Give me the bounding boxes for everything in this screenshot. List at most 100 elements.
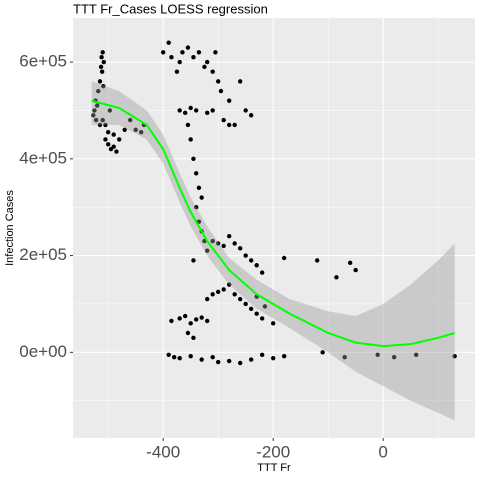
data-point [191, 258, 196, 263]
data-point [101, 84, 106, 89]
data-point [248, 357, 254, 362]
data-point [210, 292, 215, 297]
data-point [116, 137, 122, 142]
data-point [259, 352, 265, 357]
data-point [177, 355, 182, 361]
data-point [221, 287, 226, 292]
data-point [101, 59, 106, 65]
data-point [204, 59, 210, 65]
data-point [185, 122, 191, 128]
data-point [218, 88, 224, 94]
data-point [391, 354, 397, 360]
data-point [171, 354, 177, 360]
data-point [243, 253, 248, 258]
data-point [169, 318, 174, 324]
data-point [185, 45, 191, 50]
data-point [202, 64, 207, 70]
y-tick-label: 2e+05 [19, 245, 67, 264]
x-axis-label: TTT Fr [257, 462, 291, 474]
data-point [100, 117, 105, 123]
data-point [107, 108, 113, 113]
data-point [259, 316, 265, 321]
data-point [452, 354, 457, 359]
data-point [114, 149, 119, 154]
data-point [196, 185, 202, 191]
data-point [199, 195, 204, 200]
data-point [413, 352, 419, 357]
data-point [105, 142, 111, 147]
data-point [347, 260, 353, 266]
data-point [177, 59, 182, 65]
data-point [169, 54, 174, 60]
data-point [100, 50, 105, 55]
data-point [215, 289, 221, 295]
data-point [375, 352, 380, 357]
data-point [232, 122, 237, 128]
data-point [103, 137, 108, 142]
x-tick-label: -400 [146, 442, 180, 461]
data-point [199, 315, 204, 320]
confidence-band [91, 81, 455, 421]
data-point [215, 79, 221, 84]
data-point [94, 103, 100, 108]
data-point [248, 258, 254, 263]
y-tick-label: 0e+00 [19, 342, 67, 361]
data-point [215, 359, 221, 365]
data-point [191, 54, 196, 60]
data-point [226, 98, 232, 103]
data-point [226, 122, 232, 128]
data-point [111, 132, 116, 137]
data-point [353, 267, 358, 273]
data-point [193, 317, 199, 322]
data-point [232, 241, 237, 246]
data-point [281, 255, 287, 261]
data-point [262, 304, 268, 309]
data-point [99, 69, 105, 74]
data-point [166, 352, 171, 357]
data-point [93, 117, 99, 123]
y-axis-label: Infection Cases [4, 190, 16, 266]
loess-line [91, 99, 455, 348]
chart-title: TTT Fr_Cases LOESS regression [73, 1, 268, 16]
data-point [210, 108, 215, 113]
data-point [188, 105, 193, 111]
data-point [96, 88, 101, 94]
data-point [105, 129, 111, 135]
x-tick-label: -200 [256, 442, 290, 461]
data-point [97, 122, 103, 128]
data-point [221, 117, 226, 123]
data-point [166, 40, 171, 45]
plot-panel [73, 18, 475, 438]
data-point [191, 156, 196, 162]
y-tick-label: 4e+05 [19, 148, 67, 167]
data-point [92, 108, 97, 113]
data-point [270, 321, 276, 326]
data-point [270, 355, 276, 361]
data-point [281, 354, 287, 359]
data-point [182, 313, 188, 319]
data-point [210, 69, 215, 74]
data-point [160, 50, 166, 55]
data-point [226, 358, 232, 364]
data-point [320, 350, 325, 355]
data-point [204, 248, 210, 253]
data-point [221, 243, 226, 249]
data-point [91, 113, 96, 118]
data-point [243, 301, 248, 307]
data-point [191, 335, 196, 341]
data-point [177, 108, 182, 113]
data-point [177, 316, 182, 321]
data-point [174, 69, 180, 74]
data-point [97, 79, 103, 84]
data-point [254, 311, 259, 316]
data-point [111, 144, 116, 149]
data-point [232, 292, 237, 297]
data-point [259, 270, 265, 275]
data-point [204, 318, 210, 324]
y-tick-label: 6e+05 [19, 52, 67, 71]
data-point [314, 258, 320, 263]
data-point [248, 306, 254, 312]
data-point [199, 357, 204, 362]
data-point [226, 282, 232, 287]
data-point [99, 54, 104, 60]
